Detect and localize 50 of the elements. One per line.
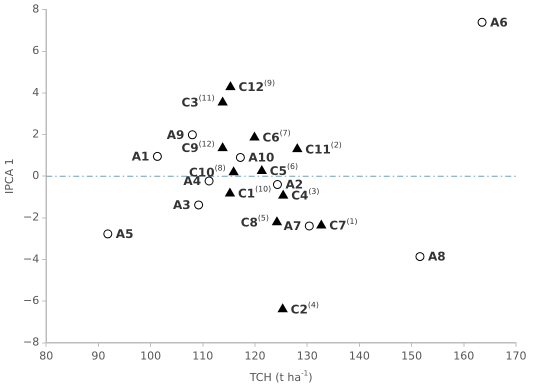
y-tick-label: 6 [32, 44, 40, 58]
y-tick-label: −2 [22, 210, 40, 224]
x-tick-label: 100 [140, 349, 162, 362]
annotation: A10 [248, 150, 274, 165]
y-tick-label: 2 [32, 127, 40, 140]
x-tick-label: 140 [348, 349, 370, 362]
point [272, 216, 282, 226]
annotation: A2 [285, 178, 304, 192]
point [415, 252, 424, 262]
point [478, 18, 487, 27]
point [103, 229, 112, 238]
x-tick-label: 80 [39, 349, 54, 362]
point [218, 96, 228, 106]
annotation: A9 [166, 128, 184, 142]
y-tick-label: 0 [32, 169, 40, 182]
point [278, 190, 288, 199]
annotation: A6 [490, 15, 508, 30]
x-tick-label: 160 [453, 349, 474, 362]
x-tick-label: 110 [192, 349, 214, 362]
point [226, 82, 236, 90]
y-tick-label: −4 [22, 252, 40, 266]
annotation: A7 [284, 219, 302, 234]
point [272, 180, 282, 190]
point [228, 166, 238, 176]
point [250, 132, 260, 140]
point [256, 165, 267, 174]
annotation: A1 [132, 150, 150, 164]
point [194, 200, 204, 210]
point [236, 152, 245, 162]
annotation: A3 [173, 198, 191, 212]
point [292, 144, 302, 152]
x-tick-label: 120 [244, 349, 266, 362]
y-tick-label: −8 [22, 336, 40, 349]
x-tick-label: 150 [401, 349, 422, 362]
annotation: A8 [428, 250, 446, 264]
point [152, 152, 162, 161]
point [218, 142, 228, 152]
point [225, 188, 235, 196]
y-tick-label: −6 [22, 294, 40, 308]
point [304, 221, 314, 230]
annotation: A5 [116, 227, 134, 242]
x-tick-label: 90 [91, 349, 106, 362]
point [188, 130, 197, 140]
point [316, 220, 326, 229]
x-tick-label: 130 [296, 349, 318, 362]
x-tick-label: 170 [506, 349, 526, 362]
y-axis-title: IPCA 1 [2, 158, 16, 194]
y-tick-label: 4 [32, 86, 40, 99]
point [278, 304, 288, 312]
y-tick-label: 8 [32, 2, 40, 16]
